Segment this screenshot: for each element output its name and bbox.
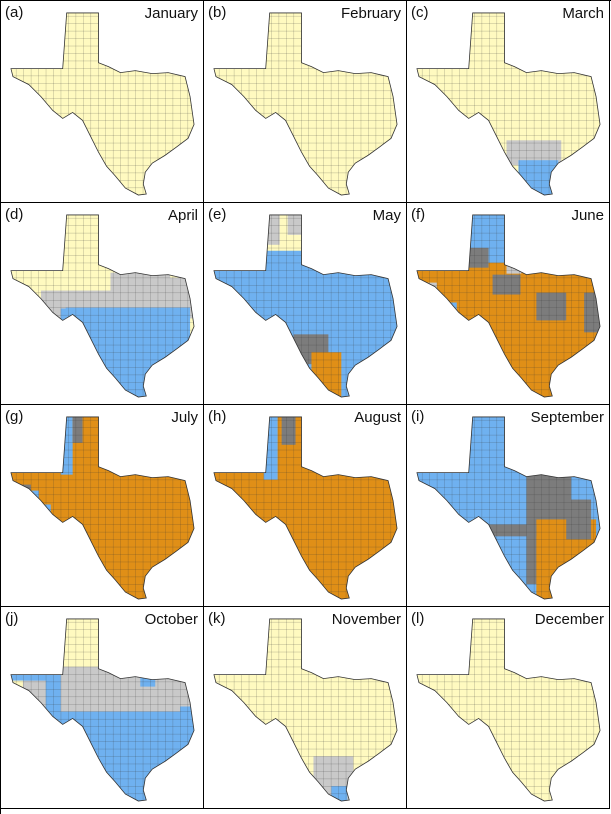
state-outline xyxy=(416,416,601,600)
county-lines xyxy=(416,416,601,600)
panel-month: June xyxy=(571,207,604,224)
panel-letter: (l) xyxy=(411,610,425,627)
panel-month: January xyxy=(144,5,198,22)
county-fill-layer xyxy=(213,12,398,196)
county-lines xyxy=(213,214,398,398)
panel-november: (k) November xyxy=(204,607,407,809)
panel-month: August xyxy=(354,409,401,426)
state-outline xyxy=(213,618,398,802)
panel-june: (f) June xyxy=(407,203,610,405)
county-lines xyxy=(10,416,195,600)
texas-map-december xyxy=(416,618,601,802)
texas-map-october xyxy=(10,618,195,802)
texas-map-september xyxy=(416,416,601,600)
texas-map-august xyxy=(213,416,398,600)
state-outline xyxy=(10,416,195,600)
state-outline xyxy=(10,12,195,196)
county-fill-layer xyxy=(10,618,195,802)
panel-month: October xyxy=(144,611,198,628)
state-outline xyxy=(213,416,398,600)
panel-may: (e) May xyxy=(204,203,407,405)
panel-december: (l) December xyxy=(407,607,610,809)
state-outline xyxy=(10,618,195,802)
region-fill xyxy=(227,500,244,513)
panel-letter: (h) xyxy=(208,408,227,425)
county-lines xyxy=(213,618,398,802)
panel-letter: (b) xyxy=(208,4,227,21)
texas-map-may xyxy=(213,214,398,398)
panel-letter: (a) xyxy=(5,4,24,21)
panel-letter: (e) xyxy=(208,206,227,223)
county-fill-layer xyxy=(416,416,601,600)
state-outline xyxy=(416,12,601,196)
county-lines xyxy=(10,618,195,802)
county-lines xyxy=(10,214,195,398)
county-lines xyxy=(213,12,398,196)
texas-map-july xyxy=(10,416,195,600)
county-fill-layer xyxy=(213,214,398,398)
panel-month: December xyxy=(534,611,604,628)
county-lines xyxy=(416,214,601,398)
panel-march: (c) March xyxy=(407,1,610,203)
county-fill-layer xyxy=(416,12,601,196)
texas-map-june xyxy=(416,214,601,398)
panel-month: July xyxy=(171,409,198,426)
county-fill-layer xyxy=(416,618,601,802)
panel-month: September xyxy=(530,409,604,426)
panel-letter: (d) xyxy=(5,206,24,223)
texas-map-february xyxy=(213,12,398,196)
panel-letter: (f) xyxy=(411,206,426,223)
panel-month: April xyxy=(167,207,198,224)
panel-letter: (g) xyxy=(5,408,24,425)
panel-letter: (k) xyxy=(208,610,226,627)
texas-map-january xyxy=(10,12,195,196)
state-outline xyxy=(10,214,195,398)
county-fill-layer xyxy=(10,214,195,398)
county-fill-layer xyxy=(10,12,195,196)
panel-month: May xyxy=(372,207,401,224)
panel-letter: (c) xyxy=(411,4,429,21)
panel-january: (a) January xyxy=(1,1,204,203)
texas-map-april xyxy=(10,214,195,398)
county-lines xyxy=(10,12,195,196)
county-lines xyxy=(416,12,601,196)
state-outline xyxy=(213,214,398,398)
state-outline xyxy=(416,618,601,802)
county-fill-layer xyxy=(213,416,398,600)
county-lines xyxy=(213,416,398,600)
texas-map-november xyxy=(213,618,398,802)
panel-letter: (j) xyxy=(5,610,19,627)
panel-february: (b) February xyxy=(204,1,407,203)
county-lines xyxy=(416,618,601,802)
county-fill-layer xyxy=(213,618,398,802)
panel-month: February xyxy=(340,5,401,22)
county-fill-layer xyxy=(416,214,601,398)
panel-april: (d) April xyxy=(1,203,204,405)
panel-letter: (i) xyxy=(411,408,425,425)
panel-month: March xyxy=(562,5,604,22)
panel-july: (g) July xyxy=(1,405,204,607)
state-outline xyxy=(213,12,398,196)
panel-august: (h) August xyxy=(204,405,407,607)
texas-map-march xyxy=(416,12,601,196)
panel-month: November xyxy=(331,611,401,628)
panel-september: (i) September xyxy=(407,405,610,607)
state-outline xyxy=(416,214,601,398)
county-fill-layer xyxy=(10,416,195,600)
panel-october: (j) October xyxy=(1,607,204,809)
